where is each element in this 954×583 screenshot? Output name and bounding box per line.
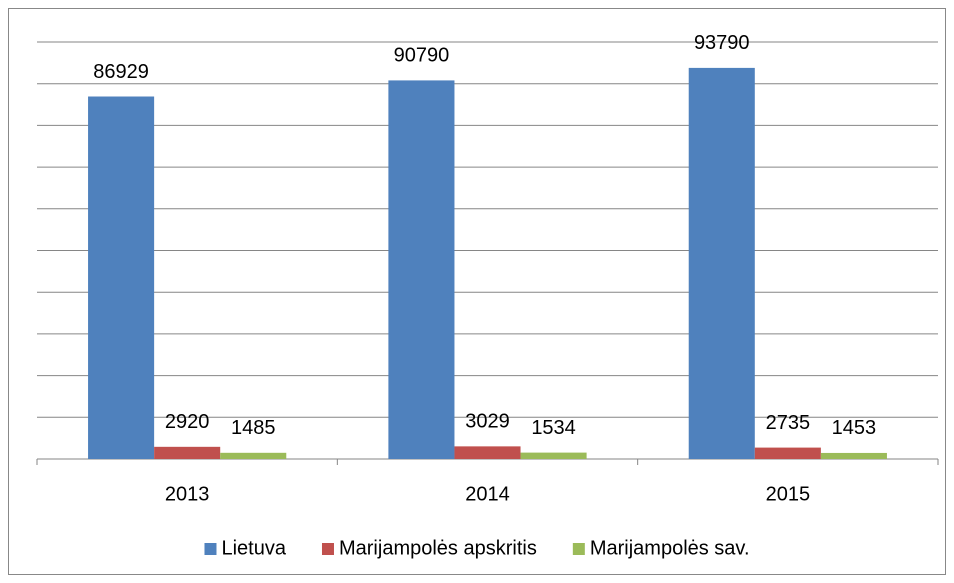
legend-label: Marijampolės apskritis bbox=[339, 537, 537, 559]
bar bbox=[688, 67, 755, 460]
bar bbox=[88, 96, 155, 459]
x-tick-label: 2014 bbox=[465, 483, 510, 505]
legend-item: Marijampolės apskritis bbox=[321, 537, 537, 559]
x-tick-label: 2015 bbox=[766, 483, 811, 505]
data-label: 2920 bbox=[165, 411, 210, 433]
bar bbox=[154, 446, 221, 459]
legend-swatch bbox=[572, 543, 585, 555]
data-label: 93790 bbox=[694, 32, 750, 54]
bar bbox=[388, 80, 455, 459]
legend-label: Marijampolės sav. bbox=[590, 537, 750, 559]
x-tick-label: 2013 bbox=[165, 483, 210, 505]
legend-swatch bbox=[204, 543, 217, 555]
bar bbox=[454, 446, 521, 459]
data-label: 90790 bbox=[394, 45, 450, 67]
bar bbox=[820, 452, 887, 459]
legend-item: Lietuva bbox=[204, 537, 287, 559]
data-label: 3029 bbox=[465, 411, 510, 433]
data-label: 86929 bbox=[93, 61, 149, 83]
bar bbox=[520, 452, 587, 459]
bar bbox=[754, 447, 821, 459]
data-label: 2735 bbox=[766, 412, 811, 434]
bar bbox=[220, 452, 287, 459]
legend-swatch bbox=[321, 543, 334, 555]
data-label: 1534 bbox=[531, 417, 576, 439]
legend-label: Lietuva bbox=[221, 537, 286, 559]
legend-item: Marijampolės sav. bbox=[572, 537, 750, 559]
chart-border bbox=[8, 8, 946, 575]
data-label: 1485 bbox=[231, 417, 276, 439]
data-label: 1453 bbox=[832, 417, 877, 439]
